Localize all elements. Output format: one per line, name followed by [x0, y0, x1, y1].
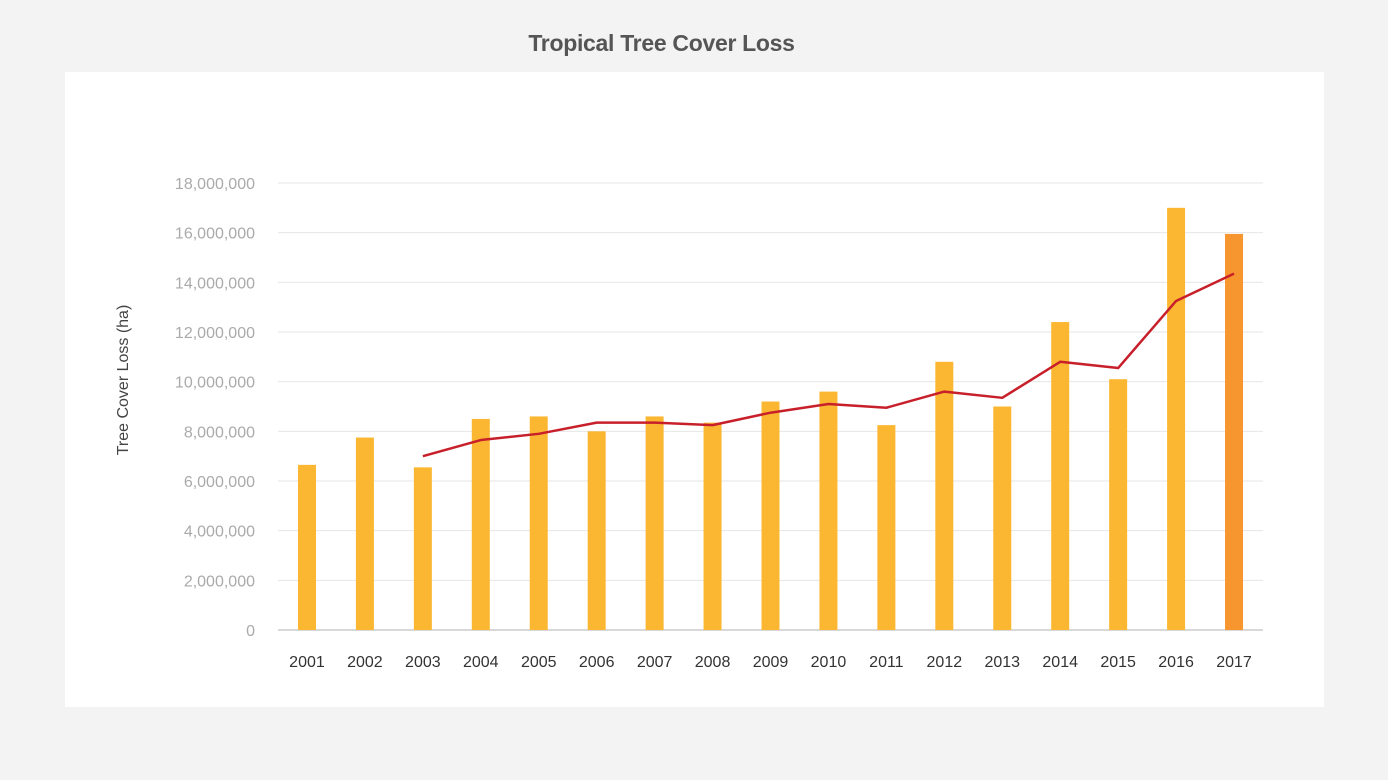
- y-tick-label: 10,000,000: [175, 375, 255, 392]
- x-tick-label: 2008: [695, 654, 731, 671]
- bar-2014: [1051, 322, 1070, 630]
- grid-lines: [278, 182, 1263, 631]
- bars: [297, 207, 1244, 631]
- bar-2005: [529, 416, 548, 630]
- x-tick-labels: 2001 2002 2003 2004 2005 2006 2007 2008 2009 2010…: [289, 654, 1252, 671]
- bar-2017: [1225, 233, 1244, 631]
- x-tick-label: 2016: [1158, 654, 1194, 671]
- x-tick-label: 2010: [811, 654, 847, 671]
- bar-2009: [761, 401, 780, 630]
- y-tick-label: 0: [246, 623, 255, 640]
- y-tick-label: 12,000,000: [175, 325, 255, 342]
- trend-line-layer: [422, 272, 1235, 458]
- trend-line: [422, 272, 1235, 458]
- chart-title: Tropical Tree Cover Loss: [528, 30, 795, 56]
- x-tick-label: 2006: [579, 654, 615, 671]
- bar-2013: [993, 406, 1012, 630]
- y-axis-label: Tree Cover Loss (ha): [115, 305, 132, 456]
- bar-2001: [297, 464, 316, 630]
- x-tick-label: 2001: [289, 654, 325, 671]
- x-tick-label: 2012: [927, 654, 963, 671]
- bar-2008: [703, 422, 722, 630]
- y-tick-label: 6,000,000: [184, 474, 255, 491]
- bar-2016: [1167, 207, 1186, 631]
- y-tick-label: 14,000,000: [175, 275, 255, 292]
- bar-2004: [471, 418, 490, 630]
- bar-2010: [819, 391, 838, 630]
- y-tick-label: 2,000,000: [184, 573, 255, 590]
- x-tick-label: 2004: [463, 654, 499, 671]
- y-tick-label: 4,000,000: [184, 524, 255, 541]
- bar-2012: [935, 361, 954, 630]
- x-tick-label: 2017: [1216, 654, 1252, 671]
- y-tick-label: 18,000,000: [175, 176, 255, 193]
- y-tick-label: 8,000,000: [184, 424, 255, 441]
- bar-2015: [1109, 379, 1128, 630]
- bar-2003: [413, 467, 432, 630]
- x-tick-label: 2014: [1042, 654, 1078, 671]
- x-tick-label: 2013: [984, 654, 1020, 671]
- x-tick-label: 2015: [1100, 654, 1136, 671]
- x-tick-label: 2005: [521, 654, 557, 671]
- y-tick-label: 16,000,000: [175, 226, 255, 243]
- bar-2002: [355, 437, 374, 630]
- x-tick-label: 2002: [347, 654, 383, 671]
- bar-2011: [877, 425, 896, 630]
- x-tick-label: 2007: [637, 654, 673, 671]
- x-tick-label: 2003: [405, 654, 441, 671]
- x-tick-label: 2009: [753, 654, 789, 671]
- bar-2007: [645, 416, 664, 630]
- x-tick-label: 2011: [869, 654, 904, 671]
- bar-2006: [587, 431, 606, 630]
- y-tick-labels: 0 2,000,000 4,000,000 6,000,000 8,000,000 10,…: [175, 176, 255, 640]
